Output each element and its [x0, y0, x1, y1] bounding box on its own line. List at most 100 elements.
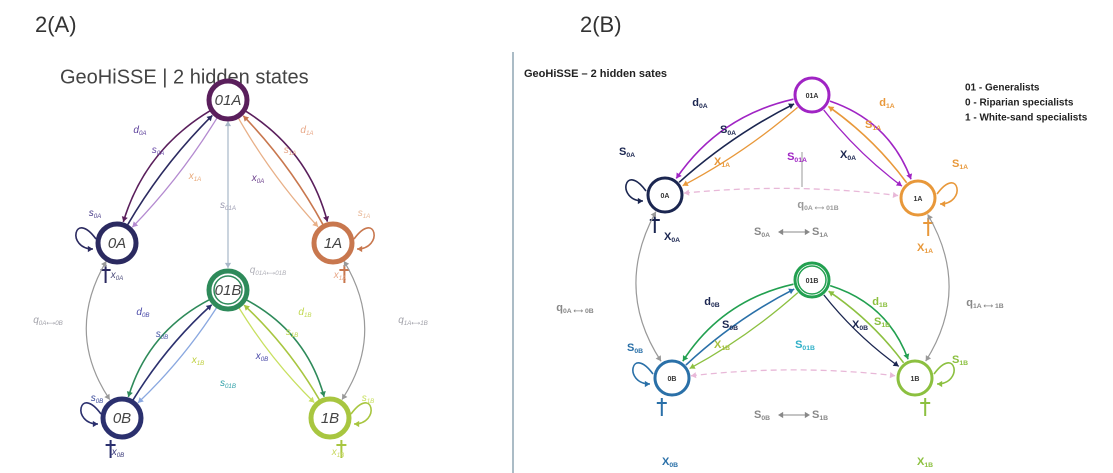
arrowhead: [312, 220, 319, 227]
extinction-mark: [923, 218, 934, 236]
rate-subscript: 0A⟷0B: [39, 320, 63, 327]
rate-symbol: X: [917, 456, 925, 468]
panel-label: 2(B): [580, 12, 622, 37]
arrowhead: [357, 245, 363, 253]
arrowhead: [676, 172, 682, 179]
arrowhead: [137, 397, 144, 403]
rate-subscript: 1A: [363, 213, 371, 220]
rate-symbol: q: [556, 302, 563, 314]
state-node: 0B: [653, 359, 691, 397]
arrowhead: [655, 355, 662, 362]
rate-subscript: 1B: [879, 302, 888, 309]
rate-symbol: X: [917, 242, 925, 254]
rate-symbol: s: [156, 329, 161, 340]
arrowhead: [206, 115, 213, 122]
state-node: 0A: [646, 176, 684, 214]
transition-arrow: [685, 288, 795, 366]
rate-symbol: x: [191, 355, 198, 366]
rate-symbol: q: [33, 315, 39, 326]
transition-arrow: [827, 105, 908, 184]
legend-entry: 1 - White-sand specialists: [965, 113, 1088, 124]
transition-arrow: [127, 298, 210, 398]
self-loop: [625, 179, 647, 202]
rate-subscript: 0B: [161, 334, 169, 341]
rate-symbol: S: [952, 158, 959, 170]
arrowhead: [205, 304, 212, 311]
state-node: 01A: [206, 78, 250, 122]
rate-subscript: 0B: [711, 302, 720, 309]
rate-label: x1A: [333, 270, 347, 282]
arrowhead: [683, 189, 690, 196]
rate-label: S01A: [787, 151, 807, 164]
rate-label: S0B: [722, 319, 738, 332]
rate-label: d1B: [298, 307, 311, 319]
rate-subscript: 1A: [886, 103, 895, 110]
node-label: 1B: [321, 410, 339, 427]
rate-subscript: 0B: [261, 356, 269, 363]
rate-symbol: s: [358, 208, 363, 219]
node-ring: [95, 221, 139, 265]
rate-label: d0B: [136, 307, 149, 319]
rate-label: x1B: [191, 355, 205, 367]
rate-symbol: s: [220, 200, 225, 211]
node-inner-ring: [213, 275, 243, 305]
self-loop: [75, 227, 97, 250]
transition-arrow: [242, 115, 324, 225]
rate-label: S1B: [952, 354, 968, 367]
rate-subscript: 0B: [669, 462, 678, 469]
rate-symbol: x: [111, 447, 118, 458]
arrowhead: [689, 363, 696, 369]
arrowhead: [682, 355, 689, 362]
rate-label: X0A: [840, 149, 856, 162]
extinction-mark: [920, 398, 931, 416]
rate-subscript: 0A: [671, 237, 680, 244]
rate-label: x1A: [188, 171, 202, 183]
rate-subscript: 1A: [306, 130, 314, 137]
rate-symbol: d: [298, 307, 304, 318]
rate-label: q01A⟷01B: [250, 265, 286, 277]
rate-subscript: 1B: [721, 345, 730, 352]
arrowhead: [925, 355, 932, 362]
arrowhead: [101, 261, 107, 268]
rate-subscript: 0B: [761, 415, 770, 422]
rate-subscript: 1B: [959, 360, 968, 367]
rate-symbol: x: [251, 173, 258, 184]
self-loop: [632, 362, 654, 385]
extinction-mark: [339, 265, 350, 283]
state-node: 1A: [311, 221, 355, 265]
node-label: 0A: [108, 235, 126, 252]
rate-label: s1B: [286, 327, 299, 339]
rate-symbol: X: [852, 319, 860, 331]
arrowhead: [804, 228, 810, 236]
node-label: 1B: [911, 376, 920, 383]
rate-symbol: d: [692, 97, 699, 109]
rate-symbol: s: [220, 378, 225, 389]
transition-arrow: [678, 103, 795, 183]
rate-symbol: S: [874, 316, 881, 328]
rate-label: d1A: [879, 97, 895, 110]
rate-subscript: 01B: [802, 345, 815, 352]
transition-arrow: [829, 100, 912, 180]
rate-symbol: s: [362, 393, 367, 404]
rate-symbol: S: [787, 151, 794, 163]
arrowhead: [243, 115, 250, 122]
rate-label: S0B: [627, 342, 643, 355]
node-label: 1A: [324, 235, 342, 252]
rate-subscript: 01A⟷01B: [255, 270, 286, 277]
rate-subscript: 1B: [291, 332, 299, 339]
rate-subscript: 0A ⟷ 0B: [563, 308, 594, 315]
rate-symbol: S: [865, 119, 872, 131]
self-loop: [936, 182, 958, 205]
node-label: 0A: [661, 193, 670, 200]
rate-symbol: S: [720, 124, 727, 136]
node-ring: [646, 176, 684, 214]
arrowhead: [903, 353, 910, 360]
arrowhead: [121, 216, 128, 222]
rate-subscript: 0A: [257, 178, 265, 185]
transition-arrow: [635, 211, 662, 362]
rate-subscript: 0B: [859, 325, 868, 332]
self-loop: [933, 362, 955, 385]
arrowhead: [889, 372, 896, 379]
node-ring: [308, 396, 352, 440]
arrowhead: [342, 393, 348, 400]
